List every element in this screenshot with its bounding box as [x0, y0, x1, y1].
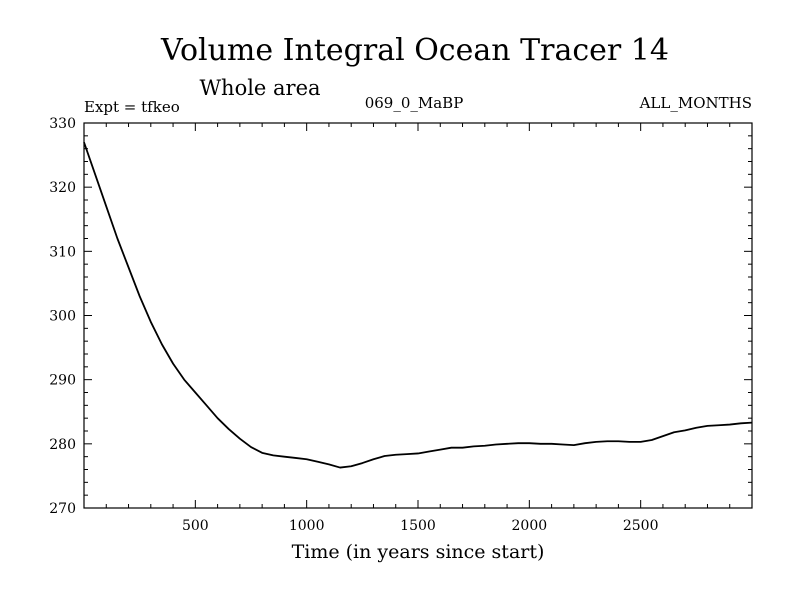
- x-tick-label: 1000: [289, 518, 325, 534]
- experiment-label: Expt = tfkeo: [84, 98, 180, 116]
- y-tick-label: 300: [49, 309, 76, 325]
- y-tick-label: 290: [49, 373, 76, 389]
- y-tick-label: 320: [49, 180, 76, 196]
- y-tick-label: 310: [49, 244, 76, 260]
- y-tick-label: 270: [49, 501, 76, 517]
- x-tick-label: 500: [182, 518, 209, 534]
- months-label: ALL_MONTHS: [639, 94, 752, 112]
- series-line: [83, 141, 753, 469]
- chart-subtitle: Whole area: [199, 76, 320, 100]
- plot-frame: [83, 122, 753, 509]
- x-tick-label: 2500: [623, 518, 659, 534]
- chart-title: Volume Integral Ocean Tracer 14: [160, 33, 669, 68]
- x-tick-label: 1500: [400, 518, 436, 534]
- x-tick-label: 2000: [512, 518, 548, 534]
- center-label: 069_0_MaBP: [365, 94, 464, 112]
- y-tick-label: 330: [49, 116, 76, 132]
- x-axis: 500 1000 1500 2000 2500: [105, 123, 731, 534]
- y-tick-label: 280: [49, 437, 76, 453]
- x-axis-label: Time (in years since start): [292, 541, 545, 563]
- y-axis: 270 280 290 300 310 320 330: [49, 116, 752, 517]
